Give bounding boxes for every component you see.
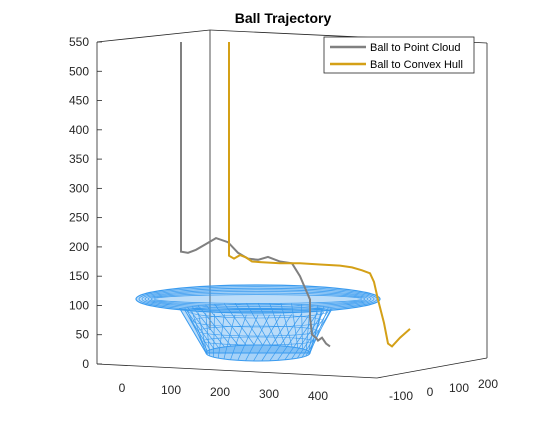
- z-tick-label: 350: [69, 152, 89, 166]
- hull-mesh-line: [301, 304, 303, 349]
- legend-box: [323, 36, 475, 74]
- hull-rim-ring: [147, 290, 369, 307]
- z-tick-label: 50: [76, 328, 90, 342]
- z-tick-label: 450: [69, 94, 89, 108]
- hull-mesh-ring: [202, 336, 314, 346]
- z-tick-label: 100: [69, 298, 89, 312]
- axes-box-front: [96, 357, 488, 379]
- z-axis: 0 50 100 150 200 250 300 350 400 450 500 550: [69, 35, 102, 371]
- hull-mesh-line: [280, 303, 293, 348]
- y-tick-label: -100: [389, 389, 413, 403]
- box-edge-top-back: [96, 29, 211, 43]
- z-tick-label: 400: [69, 123, 89, 137]
- x-tick-label: 400: [308, 389, 328, 403]
- hull-mesh-ring: [187, 303, 329, 319]
- hull-mesh-line: [269, 302, 286, 347]
- hull-mesh-line: [257, 302, 279, 346]
- z-tick-label: 550: [69, 35, 89, 49]
- series-layer: [180, 42, 411, 348]
- x-tick-label: 0: [119, 381, 126, 395]
- hull-mesh-line: [197, 305, 232, 347]
- y-tick-label: 100: [449, 381, 469, 395]
- hull-mesh-line: [184, 307, 215, 350]
- hull-mesh-ring: [197, 325, 319, 337]
- z-tick-label: 150: [69, 269, 89, 283]
- hull-mesh-line: [214, 303, 247, 346]
- x-tick-label: 200: [210, 385, 230, 399]
- hull-rim: [135, 284, 381, 314]
- series-point-cloud-line: [180, 42, 331, 348]
- legend: Ball to Point Cloud Ball to Convex Hull: [323, 36, 475, 74]
- hull-mesh-line: [213, 313, 215, 358]
- hull-rim-ring: [150, 292, 366, 306]
- hull-mesh-line: [246, 302, 271, 346]
- legend-label-point-cloud: Ball to Point Cloud: [370, 42, 461, 54]
- hull-mesh-line: [191, 306, 225, 348]
- hull-bottom: [205, 344, 311, 362]
- z-tick-label: 200: [69, 240, 89, 254]
- z-tick-label: 250: [69, 211, 89, 225]
- hull-mesh-line: [187, 306, 219, 349]
- hull-mesh-line: [308, 305, 319, 352]
- x-axis: 0 100 200 300 400: [119, 381, 329, 403]
- hull-mesh-line: [224, 303, 255, 346]
- legend-label-convex-hull: Ball to Convex Hull: [370, 59, 463, 71]
- y-tick-label: 200: [478, 377, 498, 391]
- z-tick-label: 300: [69, 181, 89, 195]
- hull-mesh-line: [223, 314, 236, 360]
- x-tick-label: 300: [259, 387, 279, 401]
- hull-mesh-line: [308, 307, 332, 356]
- y-tick-label: 0: [427, 385, 434, 399]
- hull-mesh-line: [217, 314, 225, 359]
- x-tick-label: 100: [161, 383, 181, 397]
- hull-rim-ring: [141, 287, 375, 311]
- series-convex-hull-line: [228, 42, 411, 348]
- hull-mesh-line: [234, 303, 263, 346]
- chart-title: Ball Trajectory: [235, 10, 332, 26]
- hull-mesh-line: [183, 308, 211, 351]
- z-tick-label: 500: [69, 64, 89, 78]
- hull-mesh-ring: [192, 314, 324, 328]
- z-tick-label: 0: [82, 357, 89, 371]
- hull-surface: [135, 284, 381, 362]
- hull-mesh-line: [205, 304, 239, 346]
- box-edge-bottom-right: [376, 357, 488, 379]
- hull-rim-ring: [144, 289, 372, 309]
- hull-mesh-line: [284, 312, 319, 361]
- box-edge-bottom-front: [96, 363, 378, 379]
- y-axis: -100 0 100 200: [389, 377, 498, 403]
